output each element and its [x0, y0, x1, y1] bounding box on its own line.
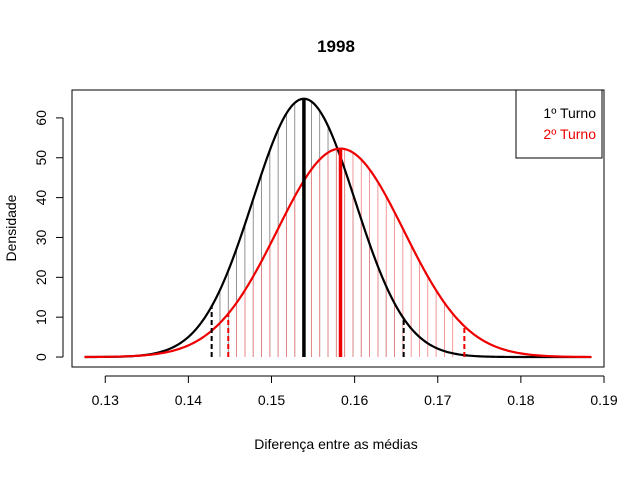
series-2-hatch-lines	[236, 149, 454, 358]
legend-box	[515, 89, 603, 159]
x-tick-label: 0.18	[507, 392, 534, 408]
y-tick-label: 0	[33, 353, 49, 361]
series-2-curve	[84, 147, 592, 359]
x-tick-label: 0.14	[175, 392, 202, 408]
y-tick-label: 40	[33, 190, 49, 206]
y-tick-label: 50	[33, 150, 49, 166]
legend: 1º Turno 2º Turno	[515, 89, 603, 159]
series-1-curve	[84, 97, 592, 359]
y-axis-label: Densidade	[3, 194, 19, 261]
x-tick-label: 0.16	[341, 392, 368, 408]
plot-frame	[71, 89, 605, 368]
x-axis: 0.13 0.14 0.15 0.16 0.17 0.18 0.19	[92, 375, 618, 408]
legend-entry-1: 1º Turno	[543, 105, 596, 121]
mean-and-ci-markers	[210, 98, 466, 358]
chart-title: 1998	[317, 37, 355, 56]
y-tick-label: 60	[33, 110, 49, 126]
density-curves	[84, 97, 592, 359]
x-tick-label: 0.13	[92, 392, 119, 408]
y-axis: 0 10 20 30 40 50 60	[33, 110, 64, 361]
series-1-hatch-lines	[219, 98, 395, 358]
legend-entry-2: 2º Turno	[543, 126, 596, 142]
x-axis-label: Diferença entre as médias	[254, 436, 417, 452]
y-tick-label: 20	[33, 269, 49, 285]
x-tick-label: 0.19	[590, 392, 617, 408]
y-tick-label: 30	[33, 229, 49, 245]
y-tick-label: 10	[33, 309, 49, 325]
x-tick-label: 0.15	[258, 392, 285, 408]
x-tick-label: 0.17	[424, 392, 451, 408]
